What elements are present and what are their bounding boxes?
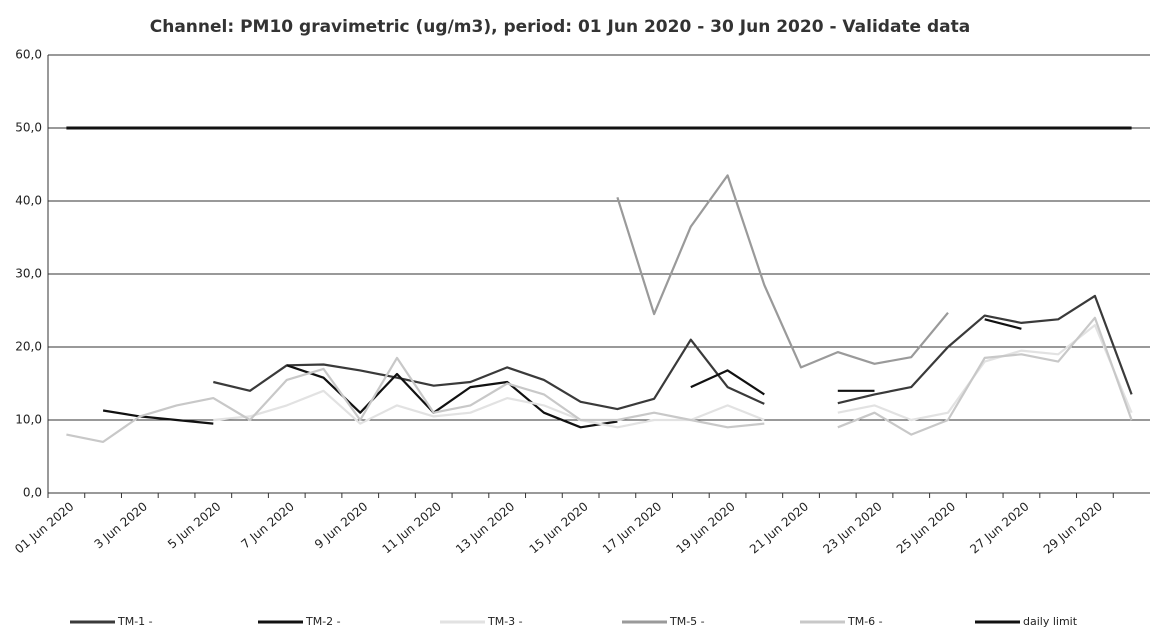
x-tick-label: 11 Jun 2020 (380, 499, 444, 556)
series-line (213, 324, 1133, 429)
y-tick-label: 40,0 (15, 194, 42, 208)
x-tick-label: 7 Jun 2020 (238, 499, 296, 551)
x-tick-label: 23 Jun 2020 (820, 499, 884, 556)
x-tick-label: 3 Jun 2020 (92, 499, 150, 551)
series-line (616, 174, 949, 369)
y-tick-label: 0,0 (23, 486, 42, 500)
series-line (66, 316, 1133, 443)
series-line (213, 294, 1133, 411)
series-line (102, 318, 1022, 429)
legend-label: TM-2 - (305, 615, 341, 628)
x-tick-label: 19 Jun 2020 (673, 499, 737, 556)
x-tick-label: 29 Jun 2020 (1041, 499, 1105, 556)
legend-label: TM-6 - (847, 615, 883, 628)
legend-label: TM-3 - (487, 615, 523, 628)
y-tick-label: 60,0 (15, 48, 42, 62)
legend-label: TM-1 - (117, 615, 153, 628)
x-tick-label: 17 Jun 2020 (600, 499, 664, 556)
x-tick-label: 5 Jun 2020 (165, 499, 223, 551)
x-tick-label: 15 Jun 2020 (527, 499, 591, 556)
x-tick-label: 25 Jun 2020 (894, 499, 958, 556)
y-tick-label: 20,0 (15, 340, 42, 354)
y-tick-label: 30,0 (15, 267, 42, 281)
legend-label: TM-5 - (669, 615, 705, 628)
y-tick-label: 50,0 (15, 121, 42, 135)
y-tick-label: 10,0 (15, 413, 42, 427)
x-tick-label: 13 Jun 2020 (453, 499, 517, 556)
x-tick-label: 27 Jun 2020 (967, 499, 1031, 556)
chart-title: Channel: PM10 gravimetric (ug/m3), perio… (150, 17, 970, 37)
x-tick-label: 01 Jun 2020 (12, 499, 76, 556)
legend-label: daily limit (1023, 615, 1078, 628)
x-tick-label: 21 Jun 2020 (747, 499, 811, 556)
x-tick-label: 9 Jun 2020 (312, 499, 370, 551)
